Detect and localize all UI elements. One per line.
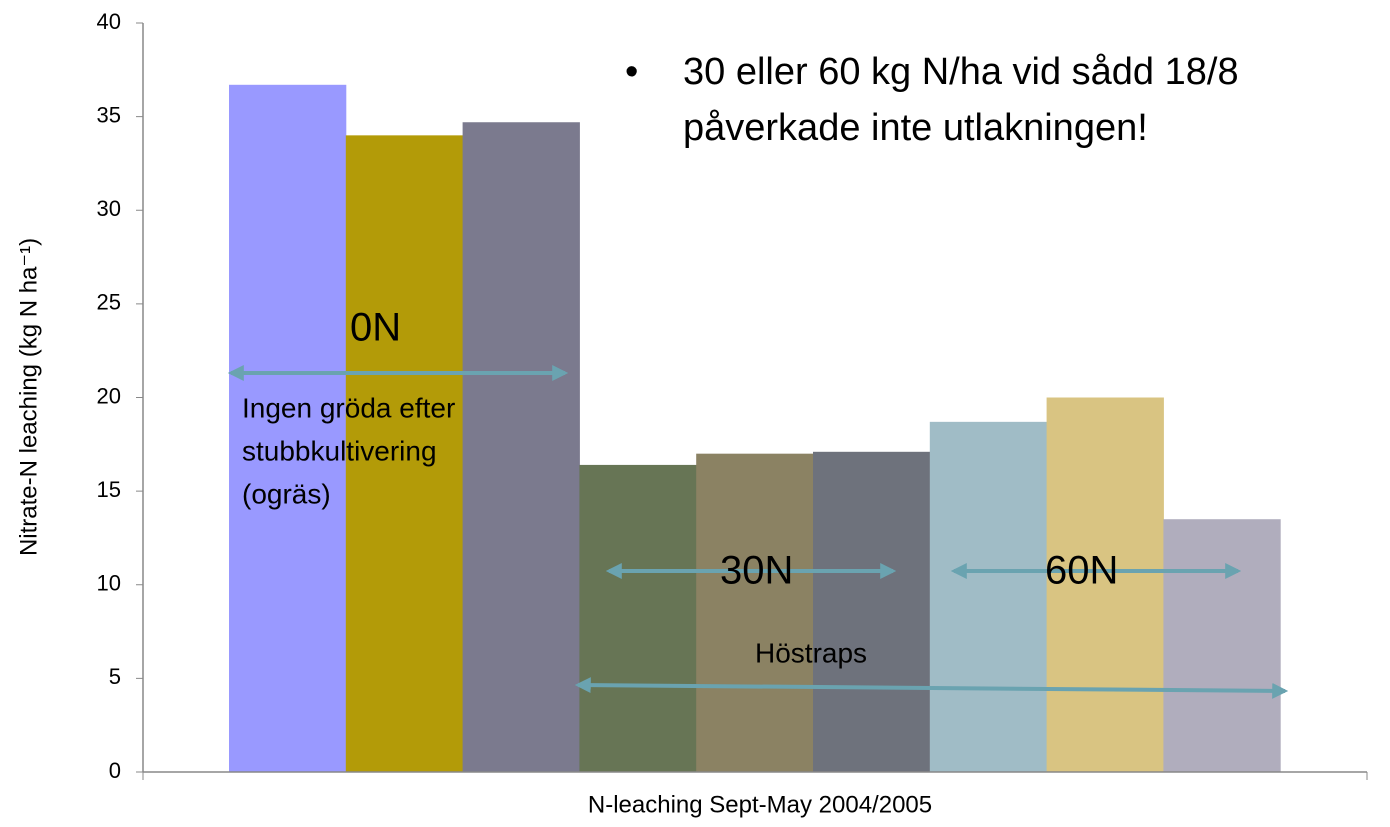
bullet-text: påverkade inte utlakningen! — [683, 107, 1148, 149]
annotation: 0N — [350, 306, 401, 350]
annotation: 60N — [1045, 549, 1118, 593]
y-tick-label: 5 — [109, 664, 121, 689]
bars — [229, 84, 1281, 773]
bullet-text: 30 eller 60 kg N/ha vid sådd 18/8 — [683, 51, 1239, 93]
bar — [345, 135, 464, 773]
arrow — [574, 677, 1289, 699]
bar — [1163, 519, 1281, 772]
bar — [1046, 397, 1164, 772]
bar — [929, 421, 1048, 772]
annotation: (ogräs) — [242, 478, 331, 509]
y-tick-label: 20 — [97, 383, 121, 408]
bar — [229, 84, 347, 773]
y-tick-label: 30 — [97, 196, 121, 221]
bar — [579, 464, 697, 772]
bar — [462, 122, 580, 773]
annotation: Ingen gröda efter — [242, 392, 455, 423]
bar — [696, 453, 814, 772]
y-tick-label: 10 — [97, 571, 121, 596]
annotation: stubbkultivering — [242, 435, 437, 466]
y-tick-label: 40 — [97, 9, 121, 34]
annotation: 30N — [720, 549, 793, 593]
y-tick-label: 25 — [97, 290, 121, 315]
y-axis-label: Nitrate-N leaching (kg N ha⁻¹) — [15, 238, 42, 556]
y-tick-label: 0 — [109, 758, 121, 783]
annotation: Höstraps — [755, 637, 867, 668]
bullet-symbol: • — [625, 51, 638, 93]
y-tick-label: 15 — [97, 477, 121, 502]
x-axis-label: N-leaching Sept-May 2004/2005 — [588, 791, 932, 818]
y-tick-label: 35 — [97, 102, 121, 127]
bar — [813, 451, 931, 772]
